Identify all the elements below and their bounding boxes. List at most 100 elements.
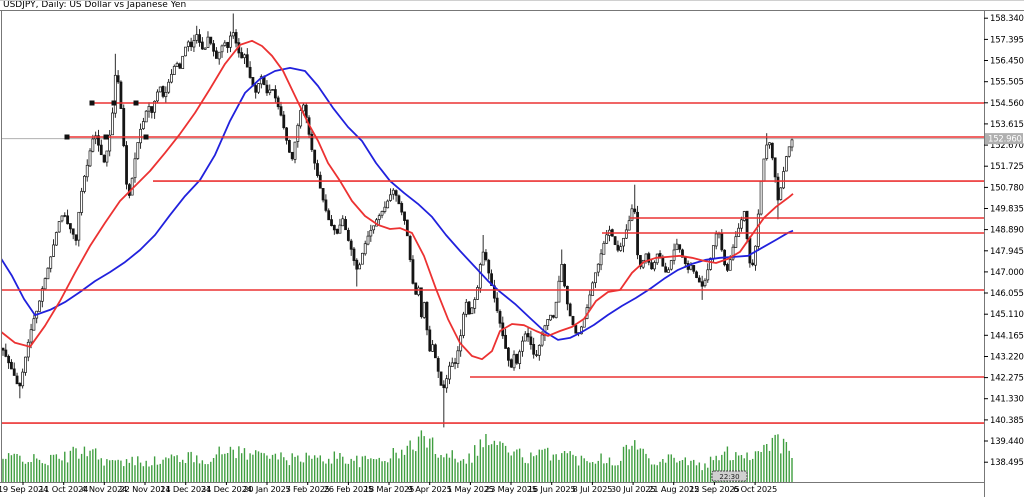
volume-bar (772, 438, 773, 482)
price-axis[interactable]: 158.340157.395156.450155.505154.560153.6… (984, 14, 1024, 468)
current-price-box: 152.960 (985, 133, 1023, 145)
candle-bear (485, 253, 487, 260)
candle-bull (342, 219, 344, 226)
volume-bar (353, 461, 354, 482)
candle-bull (729, 260, 731, 271)
candle-bear (443, 385, 445, 388)
volume-bar (280, 452, 281, 482)
candle-bull (423, 303, 425, 318)
volume-bar (42, 463, 43, 482)
candle-bull (735, 237, 737, 248)
price-tick-label: 155.505 (990, 78, 1024, 88)
volume-bar (342, 457, 343, 482)
candle-bull (712, 246, 714, 259)
line-anchor-handle[interactable] (65, 135, 70, 140)
volume-bar (182, 460, 183, 482)
volume-bar (696, 465, 697, 482)
volume-bar (783, 439, 784, 482)
candle-bull (196, 35, 198, 41)
volume-bar (547, 448, 548, 482)
line-anchor-handle[interactable] (134, 101, 139, 106)
volume-bar (365, 456, 366, 482)
volume-bar (210, 462, 211, 482)
volume-bar (22, 462, 23, 482)
volume-bar (496, 445, 497, 482)
candle-bear (249, 67, 251, 77)
candle-bull (373, 226, 375, 230)
candle-bear (507, 348, 509, 360)
volume-bar (525, 463, 526, 482)
candle-bull (142, 122, 144, 129)
price-tick-label: 157.395 (990, 35, 1024, 45)
candle-bull (370, 230, 372, 236)
volume-bar (325, 464, 326, 482)
candle-bear (695, 272, 697, 278)
volume-bar (266, 456, 267, 483)
volume-bar (336, 459, 337, 482)
candle-bear (151, 107, 153, 113)
candle-bull (168, 82, 170, 92)
candle-bull (783, 172, 785, 188)
candle-bull (743, 212, 745, 221)
price-tick-label: 149.835 (990, 205, 1024, 215)
volume-bar (8, 453, 9, 482)
candle-bull (754, 246, 756, 265)
volume-bar (289, 465, 290, 482)
volume-bar (780, 453, 781, 482)
volume-bar (628, 449, 629, 482)
volume-bar (196, 455, 197, 482)
volume-bar (586, 461, 587, 482)
candle-bull (690, 265, 692, 269)
volume-bar (36, 459, 37, 483)
volume-bar (5, 459, 6, 482)
volume-bar (73, 447, 74, 482)
candle-bull (594, 273, 596, 283)
volume-bar (502, 443, 503, 482)
candle-bear (336, 229, 338, 233)
volume-bar (269, 459, 270, 482)
candle-bear (215, 51, 217, 59)
candle-bull (471, 308, 473, 314)
candle-bear (771, 143, 773, 158)
volume-bar (584, 458, 585, 482)
volume-bar (755, 451, 756, 482)
candle-bear (575, 325, 577, 333)
line-anchor-handle[interactable] (144, 135, 149, 140)
candle-bull (297, 125, 299, 141)
line-anchor-handle[interactable] (90, 101, 95, 106)
candle-bull (364, 244, 366, 254)
volume-bar (409, 441, 410, 483)
candle-bull (392, 190, 394, 194)
price-tick-label: 158.340 (990, 14, 1024, 24)
candle-bear (350, 241, 352, 249)
candle-bull (479, 265, 481, 289)
price-tick-label: 147.945 (990, 247, 1024, 257)
date-tick-label: 9 Apr 2025 (408, 484, 452, 494)
volume-bar (92, 449, 93, 482)
candle-bull (763, 159, 765, 181)
volume-bar (362, 456, 363, 482)
line-anchor-handle[interactable] (104, 135, 109, 140)
volume-bar (777, 434, 778, 482)
candle-bear (103, 155, 105, 162)
candle-bear (67, 216, 69, 224)
candle-bull (589, 295, 591, 308)
candle-bull (757, 214, 759, 246)
line-anchor-handle[interactable] (112, 101, 117, 106)
volume-bar (457, 462, 458, 482)
volume-bar (249, 453, 250, 482)
candle-bull (446, 379, 448, 388)
candle-bear (201, 42, 203, 49)
volume-bar (160, 464, 161, 482)
volume-bar (491, 444, 492, 482)
candle-bull (457, 351, 459, 364)
volume-bar (308, 456, 309, 483)
candle-bear (356, 260, 358, 269)
volume-bar (14, 454, 15, 482)
candle-bull (673, 250, 675, 260)
candle-bear (227, 42, 229, 47)
volume-bar (115, 460, 116, 482)
candle-bull (603, 243, 605, 254)
